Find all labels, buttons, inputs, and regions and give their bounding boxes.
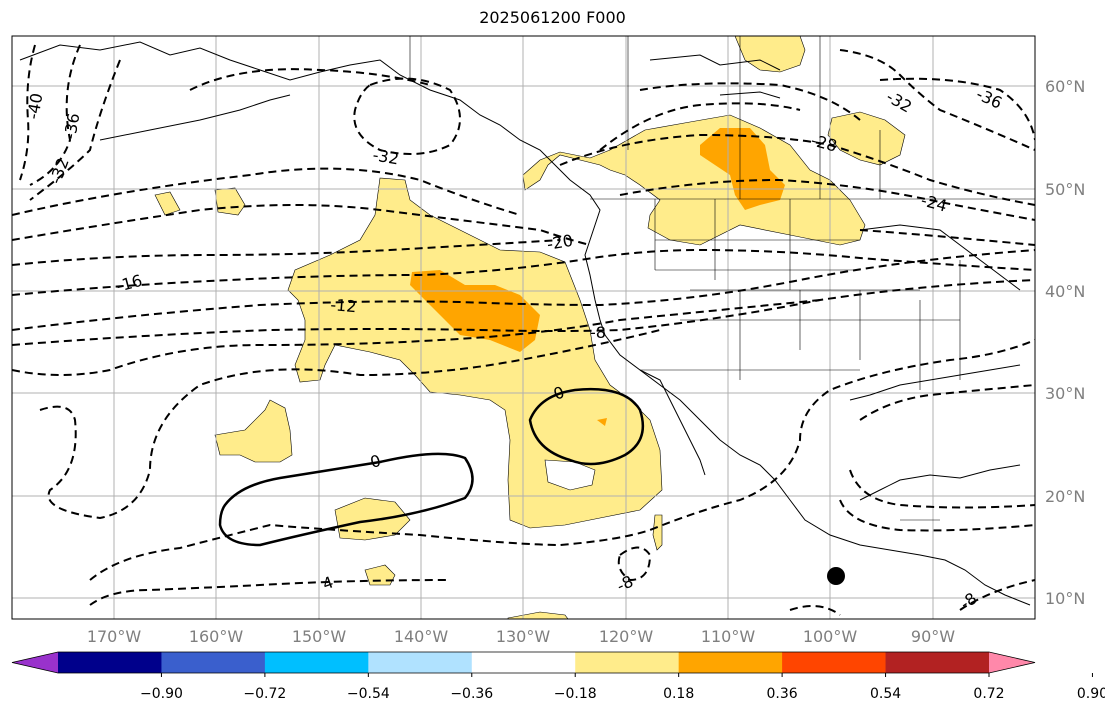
lon-label: 120°W bbox=[599, 627, 654, 646]
contour-label: 0 bbox=[368, 451, 383, 472]
lon-label: 100°W bbox=[803, 627, 858, 646]
lon-label: 160°W bbox=[189, 627, 244, 646]
latitude-labels: 60°N 50°N 40°N 30°N 20°N 10°N bbox=[1045, 77, 1085, 608]
lat-label: 50°N bbox=[1045, 180, 1085, 199]
graticule bbox=[12, 36, 1035, 619]
map-title: 2025061200 F000 bbox=[479, 8, 626, 27]
map-frame bbox=[11, 35, 1036, 620]
colorbar-tick-label: 0.54 bbox=[870, 686, 901, 702]
contour-label: -12 bbox=[330, 295, 358, 316]
lat-label: 20°N bbox=[1045, 487, 1085, 506]
lat-label: 10°N bbox=[1045, 589, 1085, 608]
colorbar-segment bbox=[782, 652, 887, 673]
contour-label: -40 bbox=[23, 92, 46, 121]
lon-label: 90°W bbox=[911, 627, 955, 646]
colorbar-tick-label: 0.72 bbox=[973, 686, 1004, 702]
colorbar-outline bbox=[11, 651, 1036, 674]
contour-lines-zero bbox=[218, 388, 645, 547]
lon-label: 110°W bbox=[701, 627, 756, 646]
contour-label: -8 bbox=[614, 572, 636, 596]
colorbar-extend-low bbox=[12, 652, 58, 673]
lon-label: 130°W bbox=[496, 627, 551, 646]
storm-center-dot bbox=[827, 567, 845, 585]
colorbar-tick-label: 0.36 bbox=[767, 686, 798, 702]
lat-label: 60°N bbox=[1045, 77, 1085, 96]
colorbar: −0.90 −0.72 −0.54 −0.36 −0.18 0.18 0.36 0.54 0.7… bbox=[11, 651, 1105, 702]
colorbar-segment bbox=[161, 652, 266, 673]
lon-label: 150°W bbox=[292, 627, 347, 646]
colorbar-segment bbox=[471, 652, 576, 673]
colorbar-segment bbox=[58, 652, 162, 673]
contour-label: -8 bbox=[590, 323, 606, 342]
colorbar-segment bbox=[368, 652, 473, 673]
lon-label: 140°W bbox=[394, 627, 449, 646]
colorbar-segment bbox=[678, 652, 783, 673]
contour-label: -32 bbox=[371, 145, 400, 168]
colorbar-segment bbox=[885, 652, 990, 673]
colorbar-tick-label: −0.36 bbox=[450, 686, 493, 702]
colorbar-tick-label: −0.18 bbox=[554, 686, 597, 702]
colorbar-tick-label: 0.18 bbox=[663, 686, 694, 702]
colorbar-tick-label: −0.72 bbox=[243, 686, 286, 702]
colorbar-extend-high bbox=[989, 652, 1035, 673]
coastlines bbox=[19, 41, 1031, 606]
lat-label: 40°N bbox=[1045, 282, 1085, 301]
contour-label: -20 bbox=[545, 231, 574, 254]
colorbar-segment bbox=[264, 652, 369, 673]
colorbar-tick-label: −0.54 bbox=[347, 686, 390, 702]
colorbar-tick-label: 0.90 bbox=[1077, 686, 1105, 702]
lon-label: 170°W bbox=[87, 627, 142, 646]
contour-lines-negative bbox=[12, 44, 1035, 616]
shaded-field-low bbox=[154, 36, 906, 619]
lat-label: 30°N bbox=[1045, 384, 1085, 403]
contour-label: -36 bbox=[60, 112, 83, 141]
colorbar-tick-label: −0.90 bbox=[140, 686, 183, 702]
colorbar-segment bbox=[575, 652, 680, 673]
political-borders bbox=[409, 36, 1035, 521]
longitude-labels: 170°W 160°W 150°W 140°W 130°W 120°W 110°… bbox=[87, 627, 955, 646]
